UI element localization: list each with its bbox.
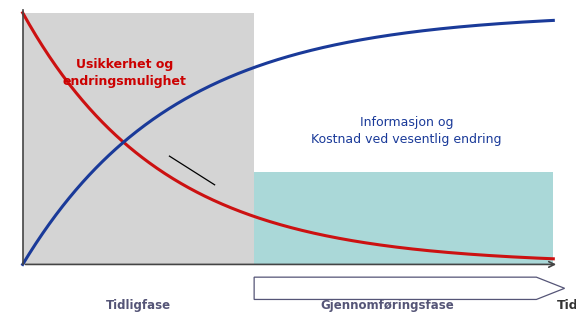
Polygon shape (254, 277, 564, 299)
Text: Prosjekt: Prosjekt (363, 282, 418, 295)
Text: Gjennomføringsfase: Gjennomføringsfase (320, 299, 454, 312)
Text: Informasjon og
Kostnad ved vesentlig endring: Informasjon og Kostnad ved vesentlig end… (311, 116, 502, 146)
Bar (22, 13, 254, 265)
Text: Tidligfase: Tidligfase (106, 299, 171, 312)
Text: Tid: Tid (556, 299, 576, 312)
Text: Usikkerhet og
endringsmulighet: Usikkerhet og endringsmulighet (62, 58, 186, 88)
Bar (254, 172, 554, 265)
